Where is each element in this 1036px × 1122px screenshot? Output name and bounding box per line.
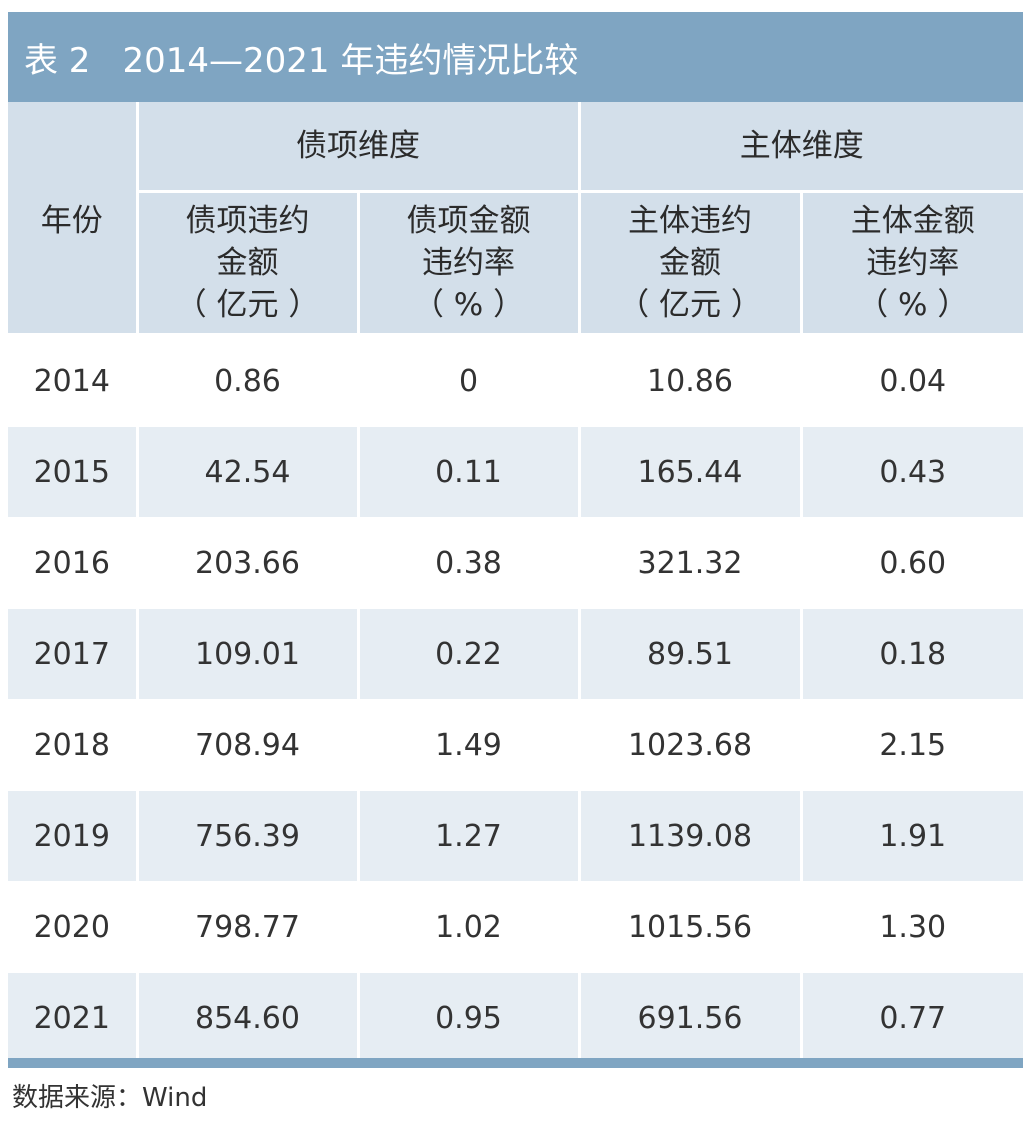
table-row: 2017 109.01 0.22 89.51 0.18 [8,608,1023,700]
cell-entity-rate: 0.60 [801,517,1023,609]
header-bond-amount-line1: 债项违约 [185,203,310,239]
cell-bond-rate: 0.95 [358,972,581,1064]
cell-entity-rate: 1.91 [801,790,1023,882]
table-title: 2014—2021 年违约情况比较 [122,40,579,81]
table-title-bar: 表 2 2014—2021 年违约情况比较 [8,12,1023,102]
cell-bond-amount: 203.66 [137,517,360,609]
cell-year: 2019 [8,790,139,882]
table-row: 2020 798.77 1.02 1015.56 1.30 [8,881,1023,973]
cell-bond-amount: 42.54 [137,426,360,518]
header-bond-rate-line2: 违约率 [422,245,515,281]
cell-bond-rate: 0.22 [358,608,581,700]
table-row: 2019 756.39 1.27 1139.08 1.91 [8,790,1023,882]
cell-bond-amount: 109.01 [137,608,360,700]
cell-bond-rate: 1.27 [358,790,581,882]
cell-bond-amount: 0.86 [137,334,360,427]
header-year: 年份 [8,102,139,336]
header-bond-amount-unit: （ 亿元 ） [175,287,320,323]
header-entity-rate-line1: 主体金额 [850,203,975,239]
cell-entity-amount: 1023.68 [579,699,803,791]
cell-bond-amount: 756.39 [137,790,360,882]
default-comparison-table: 年份 债项维度 主体维度 债项违约 金额 （ 亿元 ） 债项金额 违约率 （ %… [8,102,1023,1064]
cell-bond-rate: 1.02 [358,881,581,973]
cell-year: 2021 [8,972,139,1064]
header-bond-rate-line1: 债项金额 [406,203,531,239]
cell-entity-amount: 1015.56 [579,881,803,973]
header-group-entity: 主体维度 [579,102,1023,193]
cell-entity-rate: 0.18 [801,608,1023,700]
cell-bond-amount: 798.77 [137,881,360,973]
table-number: 表 2 [24,40,91,81]
cell-year: 2017 [8,608,139,700]
cell-bond-rate: 1.49 [358,699,581,791]
cell-entity-amount: 1139.08 [579,790,803,882]
data-source-note: 数据来源：Wind [12,1083,208,1113]
table-bottom-rule [8,1058,1023,1068]
cell-entity-amount: 89.51 [579,608,803,700]
cell-bond-rate: 0.38 [358,517,581,609]
cell-year: 2018 [8,699,139,791]
cell-bond-amount: 708.94 [137,699,360,791]
cell-year: 2014 [8,334,139,427]
cell-year: 2020 [8,881,139,973]
header-entity-rate-unit: （ % ） [857,287,969,323]
cell-entity-rate: 0.43 [801,426,1023,518]
header-entity-amount: 主体违约 金额 （ 亿元 ） [579,191,803,336]
cell-entity-rate: 0.77 [801,972,1023,1064]
cell-entity-amount: 691.56 [579,972,803,1064]
cell-year: 2015 [8,426,139,518]
cell-entity-rate: 1.30 [801,881,1023,973]
header-bond-amount: 债项违约 金额 （ 亿元 ） [137,191,360,336]
cell-entity-amount: 165.44 [579,426,803,518]
header-bond-rate-unit: （ % ） [412,287,525,323]
header-entity-rate-line2: 违约率 [866,245,960,281]
table-row: 2015 42.54 0.11 165.44 0.43 [8,426,1023,518]
table-row: 2018 708.94 1.49 1023.68 2.15 [8,699,1023,791]
table-row: 2014 0.86 0 10.86 0.04 [8,334,1023,427]
header-entity-amount-line2: 金额 [659,245,721,281]
cell-bond-rate: 0.11 [358,426,581,518]
cell-year: 2016 [8,517,139,609]
cell-entity-rate: 2.15 [801,699,1023,791]
table-row: 2016 203.66 0.38 321.32 0.60 [8,517,1023,609]
header-bond-amount-line2: 金额 [216,245,279,281]
header-entity-rate: 主体金额 违约率 （ % ） [801,191,1023,336]
header-entity-amount-unit: （ 亿元 ） [618,287,762,323]
header-group-bond: 债项维度 [137,102,581,193]
header-entity-amount-line1: 主体违约 [628,203,752,239]
table-row: 2021 854.60 0.95 691.56 0.77 [8,972,1023,1064]
cell-entity-amount: 10.86 [579,334,803,427]
cell-entity-rate: 0.04 [801,334,1023,427]
cell-bond-rate: 0 [358,334,581,427]
header-bond-rate: 债项金额 违约率 （ % ） [358,191,581,336]
cell-entity-amount: 321.32 [579,517,803,609]
cell-bond-amount: 854.60 [137,972,360,1064]
